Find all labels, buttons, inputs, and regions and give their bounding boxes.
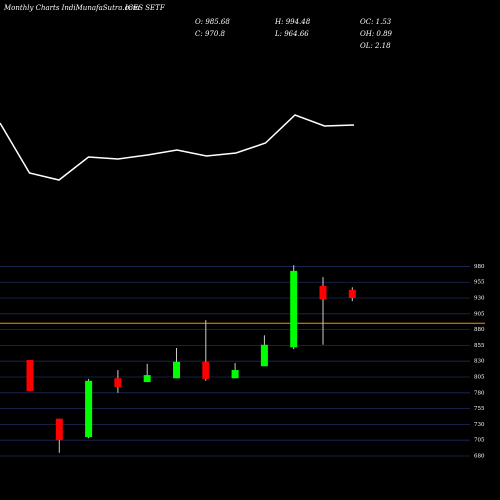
y-tick-label: 705 [474,438,485,444]
y-tick-label: 905 [474,311,485,317]
candle-body [143,375,151,383]
y-tick-label: 680 [474,453,485,459]
candle-body [260,344,268,367]
y-tick-label: 930 [474,296,485,302]
y-tick-label: 780 [474,390,485,396]
y-tick-label: 730 [474,422,485,428]
indicator-line [0,114,355,181]
candle-body [85,380,93,438]
stat: L: 964.66 [274,30,309,38]
candle-body [26,359,34,391]
candle-body [55,418,63,441]
stat: OC: 1.53 [360,18,392,26]
stat: C: 970.8 [195,30,226,38]
y-tick-label: 755 [474,406,485,412]
y-tick-label: 830 [474,359,485,365]
symbol: ICES SETF [124,4,166,12]
stat: OH: 0.89 [360,30,393,38]
candle-body [348,289,356,299]
y-tick-label: 955 [474,280,485,286]
candle-body [173,361,180,379]
y-tick-label: 980 [474,264,485,270]
stat: OL: 2.18 [360,42,391,50]
stat: H: 994.48 [274,18,311,26]
site-title: Monthly Charts IndiMunafaSutra.com [3,4,140,12]
candle-body [231,370,239,379]
candle-body [319,286,327,300]
y-tick-label: 855 [474,343,485,349]
y-tick-label: 880 [474,327,485,333]
candle-body [114,378,122,388]
stat: O: 985.68 [195,18,230,26]
candle-body [202,361,210,379]
candle-body [290,270,298,348]
y-tick-label: 805 [474,375,485,381]
